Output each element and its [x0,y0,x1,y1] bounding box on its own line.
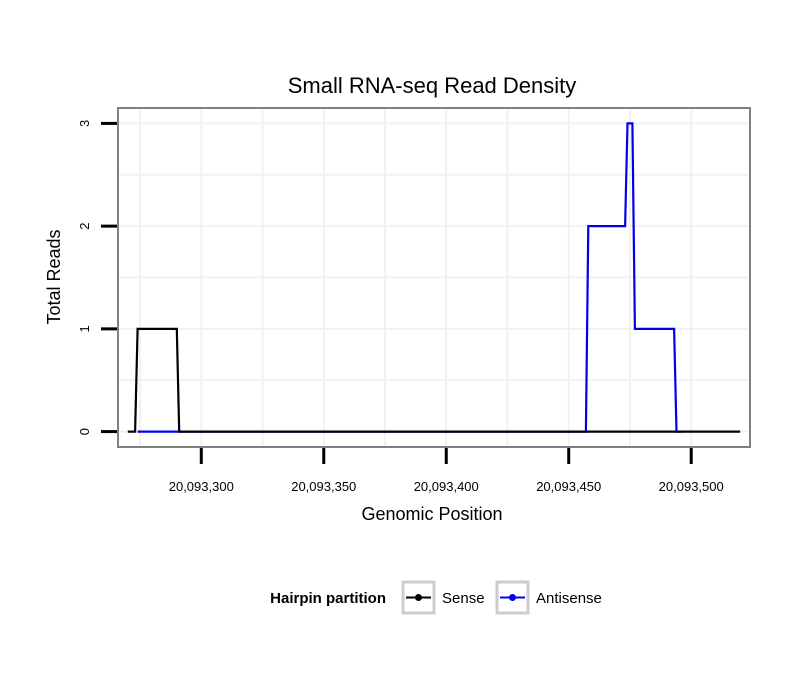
y-tick-label: 3 [77,120,92,127]
series-lines [127,122,741,433]
legend-keys: Sense Antisense [401,580,602,615]
x-axis: 20,093,300 20,093,350 20,093,400 20,093,450… [169,448,724,494]
x-tick-label: 20,093,300 [169,479,234,494]
y-tick-label: 0 [77,428,92,435]
legend-label-antisense: Antisense [536,590,602,607]
y-axis: 0 1 2 3 [77,120,117,435]
x-tick-label: 20,093,500 [659,479,724,494]
legend-key-marker-sense [415,594,422,601]
legend-label-sense: Sense [442,590,485,607]
x-axis-label: Genomic Position [361,504,502,524]
legend-title: Hairpin partition [270,590,386,607]
chart-title: Small RNA-seq Read Density [288,73,577,98]
legend-key-marker-antisense [509,594,516,601]
plot-border [117,107,751,448]
y-tick-label: 2 [77,223,92,230]
legend: Hairpin partition Sense Antisense [270,580,602,615]
y-axis-label: Total Reads [44,229,64,324]
x-tick-label: 20,093,400 [414,479,479,494]
y-tick-label: 1 [77,325,92,332]
x-tick-label: 20,093,450 [536,479,601,494]
series-line-sense [127,327,741,433]
x-tick-label: 20,093,350 [291,479,356,494]
